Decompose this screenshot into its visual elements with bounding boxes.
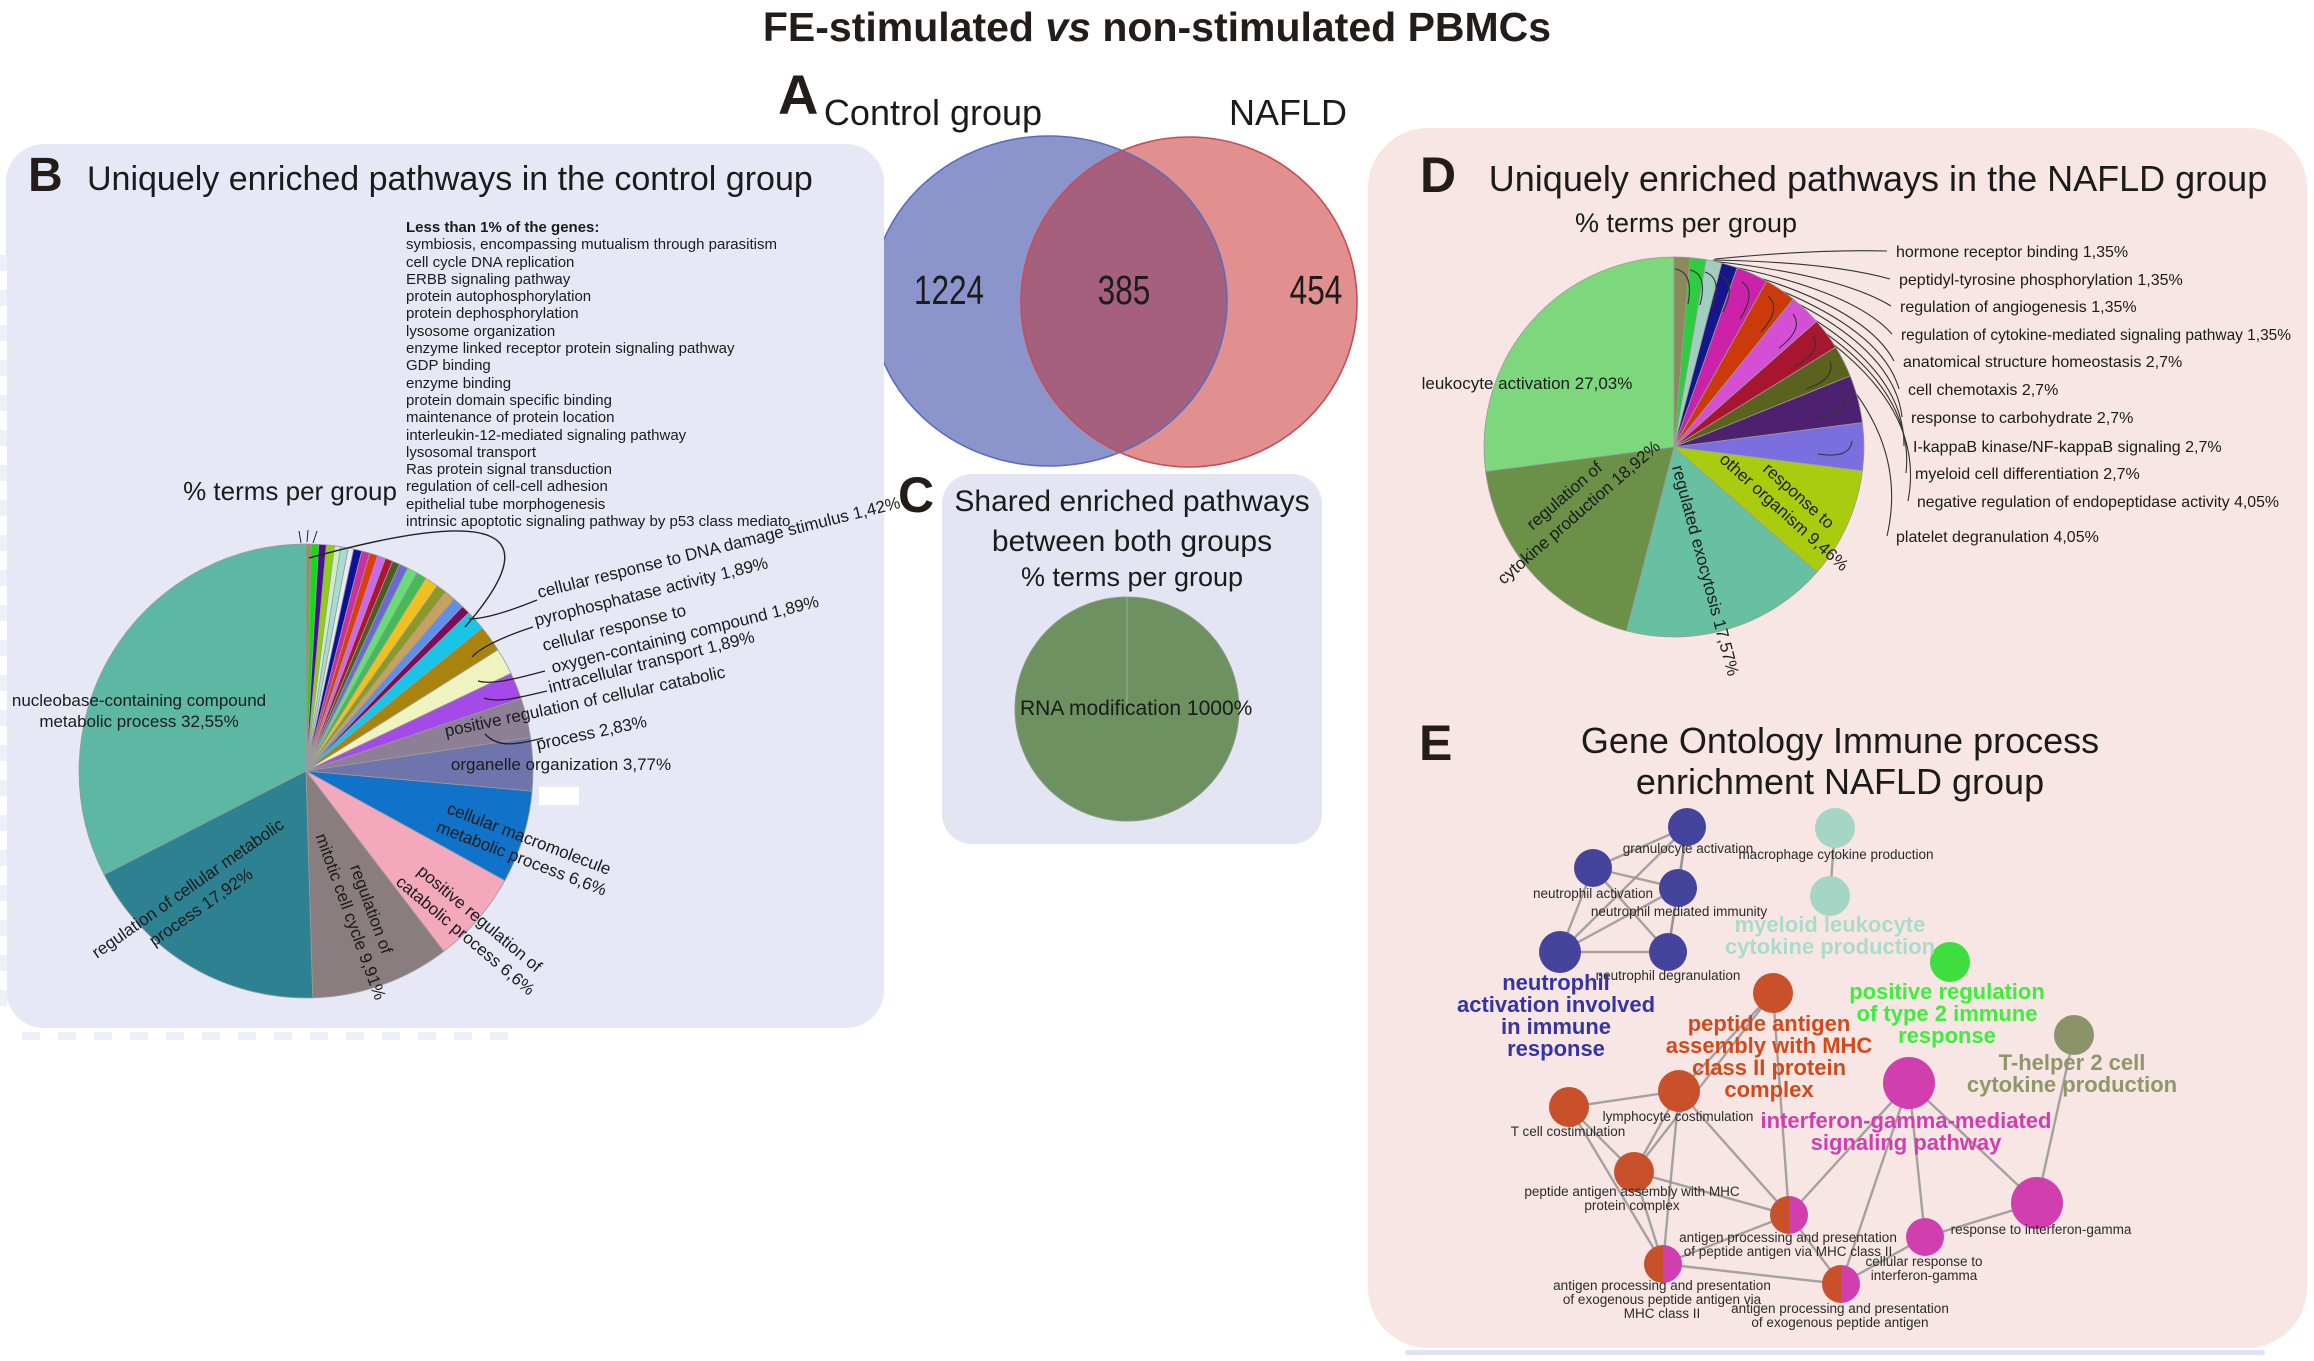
svg-text:peptidyl-tyrosine phosphorylat: peptidyl-tyrosine phosphorylation 1,35%: [1899, 272, 2183, 289]
svg-text:response to carbohydrate 2,7%: response to carbohydrate 2,7%: [1911, 410, 2133, 427]
svg-text:anatomical structure homeostas: anatomical structure homeostasis 2,7%: [1903, 354, 2182, 371]
svg-text:antigen processing and present: antigen processing and presentation of ex…: [1553, 1278, 1771, 1321]
svg-text:peptide antigen assembly with: peptide antigen assembly with MHC protein…: [1524, 1184, 1740, 1213]
svg-text:neutrophil degranulation: neutrophil degranulation: [1596, 968, 1741, 983]
svg-text:cellular response to DNA damag: cellular response to DNA damage stimulus…: [535, 493, 902, 602]
svg-text:neutrophil mediated immunity: neutrophil mediated immunity: [1591, 904, 1768, 919]
svg-text:response to interferon-gamma: response to interferon-gamma: [1951, 1222, 2132, 1237]
svg-text:T cell costimulation: T cell costimulation: [1511, 1124, 1626, 1139]
svg-text:454: 454: [1290, 267, 1343, 313]
svg-text:antigen processing and present: antigen processing and presentation of pe…: [1679, 1230, 1897, 1259]
svg-text:nucleobase-containing compound: nucleobase-containing compound metabolic …: [12, 691, 266, 731]
svg-text:regulation of angiogenesis 1,3: regulation of angiogenesis 1,35%: [1900, 299, 2137, 316]
svg-text:cell chemotaxis 2,7%: cell chemotaxis 2,7%: [1908, 382, 2058, 399]
svg-text:1224: 1224: [914, 267, 984, 313]
svg-text:platelet degranulation 4,05%: platelet degranulation 4,05%: [1896, 529, 2099, 546]
svg-text:neutrophil activation: neutrophil activation: [1533, 886, 1653, 901]
svg-text:myeloid cell differentiation 2: myeloid cell differentiation 2,7%: [1915, 466, 2140, 483]
svg-text:385: 385: [1098, 267, 1151, 313]
svg-text:negative regulation of endopep: negative regulation of endopeptidase act…: [1917, 494, 2279, 511]
svg-text:macrophage cytokine production: macrophage cytokine production: [1738, 847, 1933, 862]
svg-text:antigen processing and present: antigen processing and presentation of ex…: [1731, 1301, 1949, 1330]
svg-text:hormone receptor binding 1,35%: hormone receptor binding 1,35%: [1896, 244, 2128, 261]
svg-text:I-kappaB kinase/NF-kappaB sign: I-kappaB kinase/NF-kappaB signaling 2,7%: [1913, 439, 2222, 456]
svg-text:regulation of cytokine-mediate: regulation of cytokine-mediated signalin…: [1901, 327, 2291, 344]
svg-text:granulocyte activation: granulocyte activation: [1623, 841, 1754, 856]
svg-text:lymphocyte costimulation: lymphocyte costimulation: [1603, 1109, 1754, 1124]
svg-text:RNA modification 1000%: RNA modification 1000%: [1020, 697, 1252, 720]
svg-text:organelle organization 3,77%: organelle organization 3,77%: [451, 755, 671, 774]
svg-text:leukocyte activation 27,03%: leukocyte activation 27,03%: [1422, 374, 1633, 393]
